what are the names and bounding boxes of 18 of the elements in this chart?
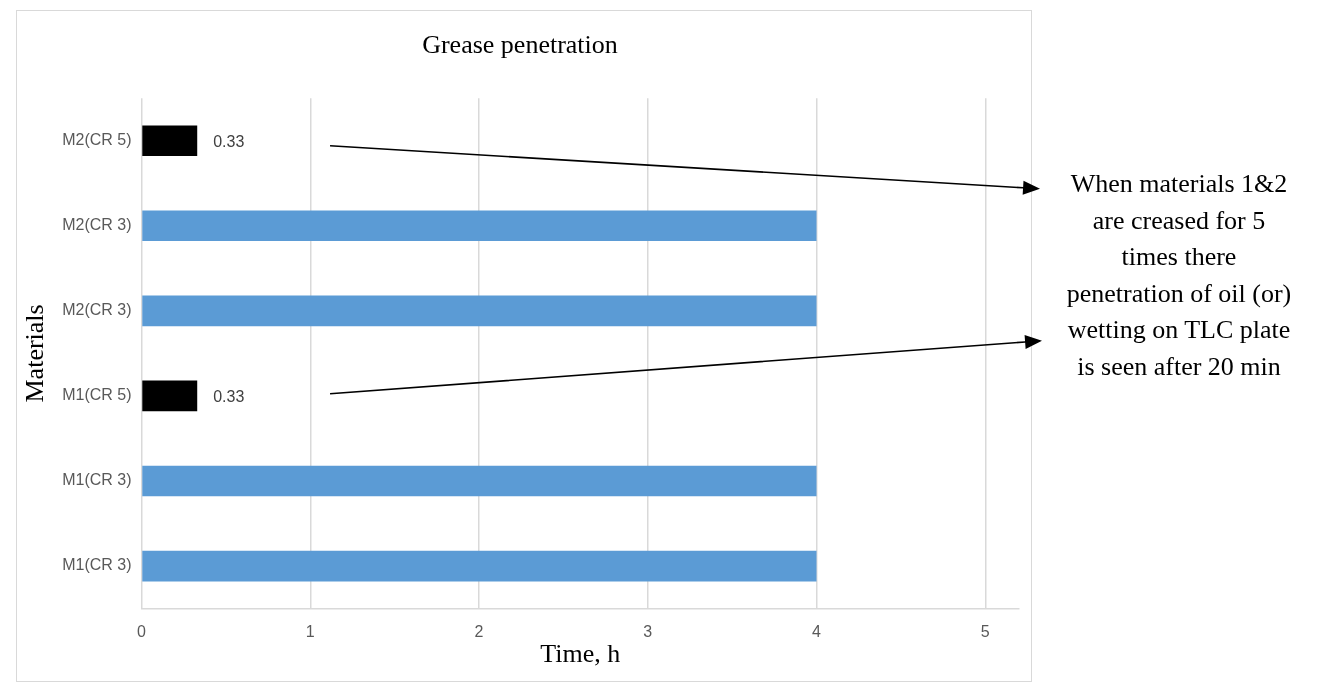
x-tick-label: 1 bbox=[305, 622, 315, 640]
x-tick-label: 5 bbox=[980, 622, 990, 640]
data-label: 0.33 bbox=[213, 388, 245, 406]
y-tick-label: M1(CR 5) bbox=[62, 386, 132, 404]
x-tick-label: 4 bbox=[812, 622, 822, 640]
y-axis-title: Materials bbox=[20, 304, 50, 403]
chart-title: Grease penetration bbox=[422, 30, 618, 60]
x-axis-title: Time, h bbox=[540, 639, 621, 669]
y-tick-label: M2(CR 3) bbox=[62, 301, 132, 319]
x-tick-label: 3 bbox=[643, 622, 653, 640]
y-tick-label: M2(CR 5) bbox=[62, 131, 132, 149]
x-tick-label: 2 bbox=[474, 622, 484, 640]
y-tick-label: M1(CR 3) bbox=[62, 556, 132, 574]
y-tick-label: M2(CR 3) bbox=[62, 216, 132, 234]
x-tick-label: 0 bbox=[137, 622, 147, 640]
data-label: 0.33 bbox=[213, 133, 245, 151]
y-tick-label: M1(CR 3) bbox=[62, 471, 132, 489]
text: When materials 1&2 are creased for 5 times there penetration of oil (or) wetting on TLC plate is seen after 20 min bbox=[1065, 168, 1293, 383]
